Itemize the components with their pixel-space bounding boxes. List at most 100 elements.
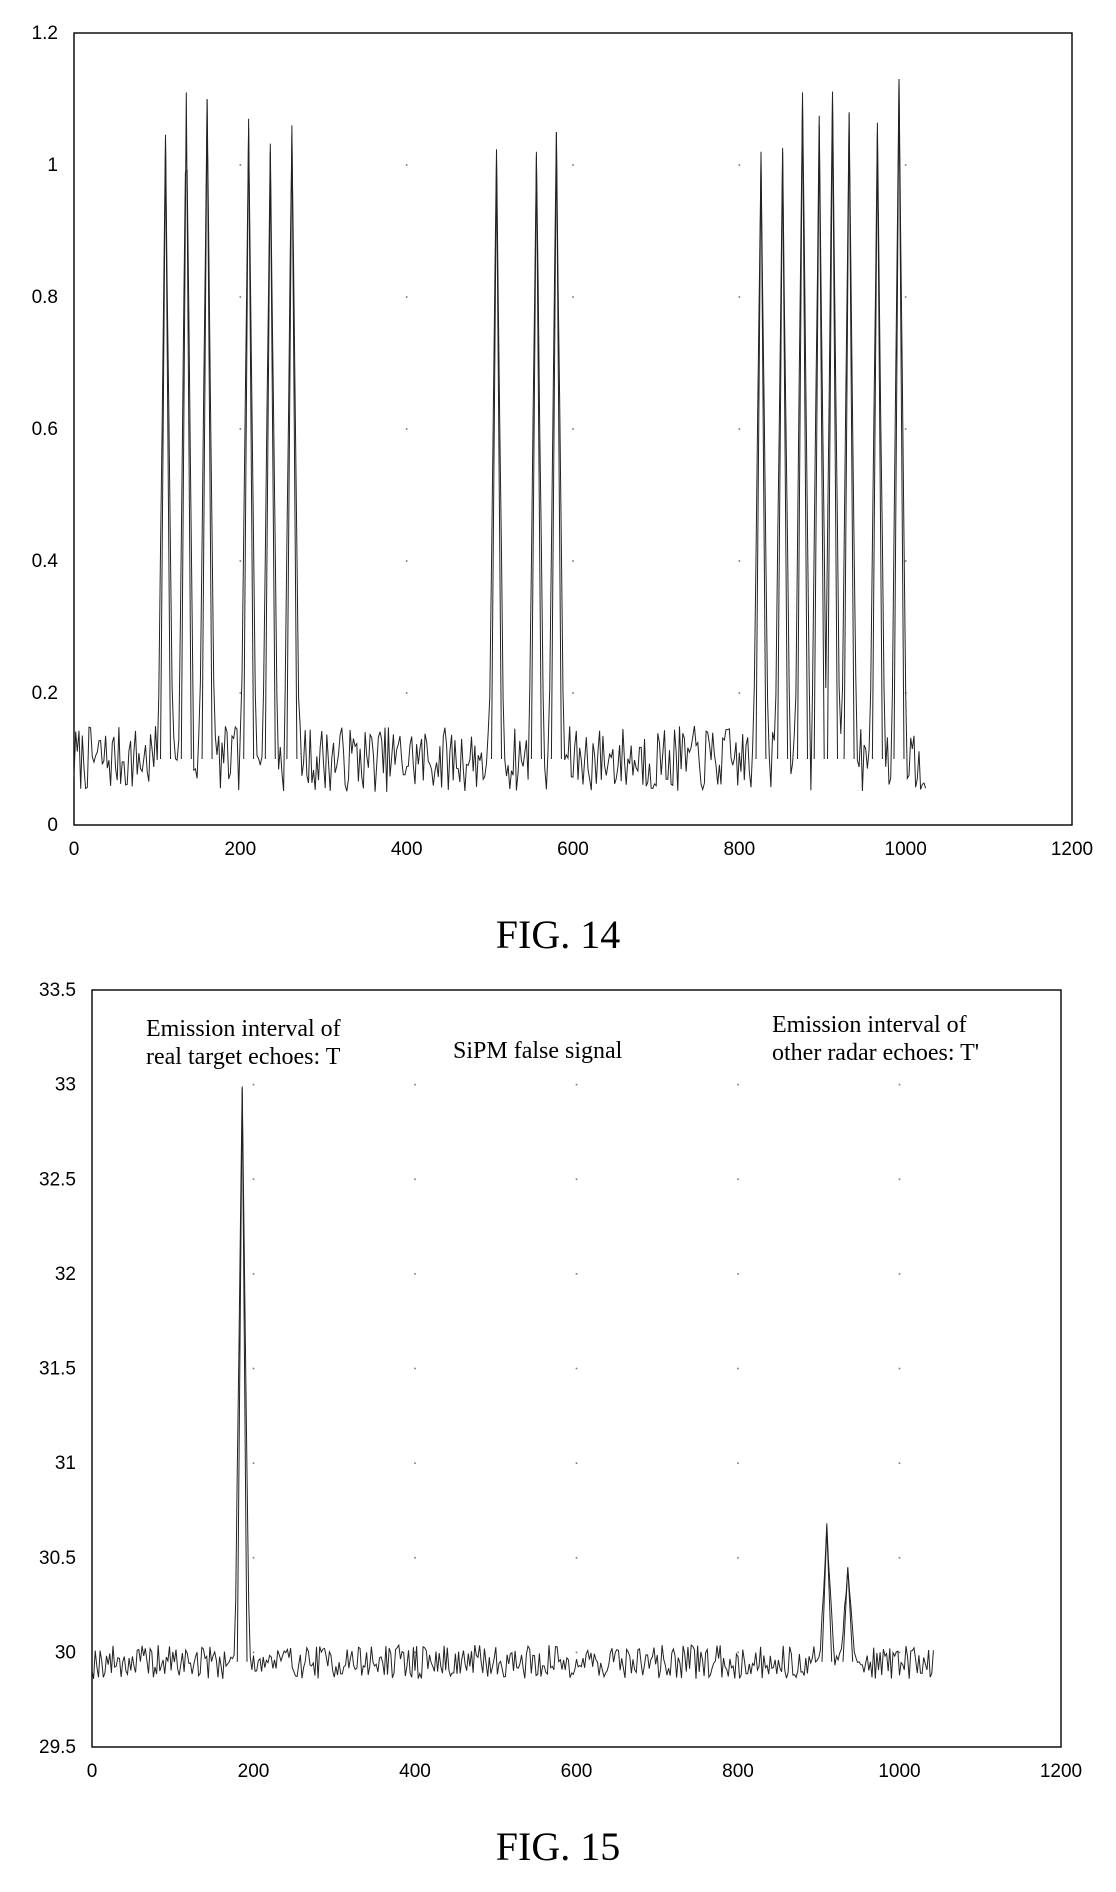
pulse-peak	[550, 131, 562, 760]
grid-dot	[252, 1556, 255, 1559]
grid-dot	[904, 296, 907, 298]
grid-dot	[898, 1367, 901, 1370]
grid-dot	[405, 692, 408, 694]
grid-dot	[239, 164, 242, 166]
y-tick-label: 33.5	[39, 980, 76, 1001]
grid-dot	[737, 1462, 739, 1464]
grid-dot	[904, 428, 907, 430]
pulse-peak	[871, 131, 883, 760]
chart-fig-14: 0 200 400 600 800 1000 1200 00.20.40.60.811.2 …	[32, 23, 1094, 957]
chart-fig-15: 0 200 400 600 800 1000 1200 29.5 30 30.5 31 31.5 32…	[39, 980, 1082, 1869]
y-tick-label: 32	[55, 1264, 76, 1285]
grid-dot	[405, 428, 408, 430]
annotation-sipm-false: SiPM false signal	[453, 1038, 623, 1064]
grid-dot	[738, 296, 741, 298]
pulse-peak	[180, 92, 192, 760]
grid-dot	[904, 164, 907, 166]
grid-dot	[575, 1273, 578, 1275]
grid-dot	[414, 1367, 416, 1370]
grid-dot	[239, 428, 242, 430]
x-tick-label: 1000	[885, 839, 927, 860]
pulse-peak	[842, 1567, 854, 1662]
grid-dot	[575, 1083, 578, 1086]
pulse-peak	[813, 125, 825, 760]
grid-dot	[898, 1651, 901, 1654]
y-tick-label: 30	[55, 1642, 76, 1663]
x-axis-ticks: 0 200 400 600 800 1000 1200	[87, 1761, 1082, 1782]
y-tick-label: 0.6	[32, 419, 58, 440]
pulse-peak	[286, 125, 298, 760]
pulse-peak	[797, 92, 808, 760]
grid-dot	[575, 1651, 578, 1654]
annotation-other-radar: Emission interval of other radar echoes:…	[772, 1012, 979, 1066]
grid-dot	[572, 428, 574, 430]
grid-dot	[737, 1273, 739, 1275]
grid-dot	[898, 1083, 901, 1086]
y-tick-label: 33	[55, 1075, 76, 1096]
pulse-peak	[491, 158, 502, 760]
grid-dot	[575, 1367, 578, 1370]
x-tick-label: 600	[557, 839, 589, 860]
grid-dot	[575, 1462, 578, 1464]
grid-dot	[252, 1178, 255, 1181]
pulse-peak	[160, 138, 171, 760]
annotation-real-target: Emission interval of real target echoes:…	[146, 1016, 347, 1070]
x-tick-label: 800	[723, 839, 755, 860]
x-tick-label: 1200	[1051, 839, 1093, 860]
x-tick-label: 600	[561, 1761, 593, 1782]
x-tick-label: 200	[238, 1761, 270, 1782]
grid-dot	[252, 1367, 255, 1370]
pulse-peak	[530, 151, 542, 760]
grid-dot	[405, 164, 408, 166]
pulse-peak	[755, 151, 767, 760]
grid-dot	[414, 1651, 416, 1654]
grid-dot	[572, 692, 574, 694]
signal-series	[91, 1086, 934, 1679]
grid-dot	[898, 1462, 901, 1464]
grid-dot	[575, 1556, 578, 1559]
y-tick-label: 0.8	[32, 287, 58, 308]
grid-dot	[737, 1367, 739, 1370]
y-tick-label: 32.5	[39, 1169, 76, 1190]
y-axis-ticks: 0 0.2 0.4 0.6 0.8 1 1.2	[32, 23, 59, 836]
y-tick-label: 0	[47, 815, 58, 836]
figure-caption: FIG. 14	[496, 912, 620, 957]
y-tick-label: 1	[47, 155, 58, 176]
grid-dot	[405, 560, 408, 562]
grid-dot	[898, 1178, 901, 1181]
grid-dot	[904, 560, 907, 562]
grid-dot	[252, 1462, 255, 1464]
plot-frame	[91, 989, 1062, 1748]
grid-dot	[414, 1178, 416, 1181]
x-tick-label: 400	[391, 839, 423, 860]
grid-dot	[405, 296, 408, 298]
grid-dot	[414, 1273, 416, 1275]
grid-dot	[572, 164, 574, 166]
grid-dot	[737, 1651, 739, 1654]
plot-frame	[73, 32, 1073, 826]
grid-dot	[252, 1083, 255, 1086]
x-tick-label: 400	[399, 1761, 431, 1782]
y-tick-label: 1.2	[32, 23, 58, 44]
grid-dot	[239, 560, 242, 562]
grid-dot	[738, 692, 741, 694]
x-tick-label: 800	[722, 1761, 754, 1782]
x-tick-label: 0	[69, 839, 80, 860]
grid-dot	[414, 1462, 416, 1464]
pulse-peak	[893, 79, 905, 760]
grid-marks	[252, 1083, 901, 1654]
y-tick-label: 31.5	[39, 1359, 76, 1380]
y-tick-label: 29.5	[39, 1737, 76, 1758]
pulse-peak	[264, 151, 276, 760]
grid-dot	[252, 1273, 255, 1275]
grid-dot	[738, 428, 741, 430]
x-tick-label: 1000	[878, 1761, 920, 1782]
pulse-peak	[827, 98, 838, 760]
grid-dot	[414, 1556, 416, 1559]
y-tick-label: 0.4	[32, 551, 59, 572]
grid-dot	[239, 296, 242, 298]
grid-dot	[414, 1083, 416, 1086]
grid-dot	[738, 560, 741, 562]
grid-dot	[252, 1651, 255, 1654]
x-axis-ticks: 0 200 400 600 800 1000 1200	[69, 839, 1093, 860]
